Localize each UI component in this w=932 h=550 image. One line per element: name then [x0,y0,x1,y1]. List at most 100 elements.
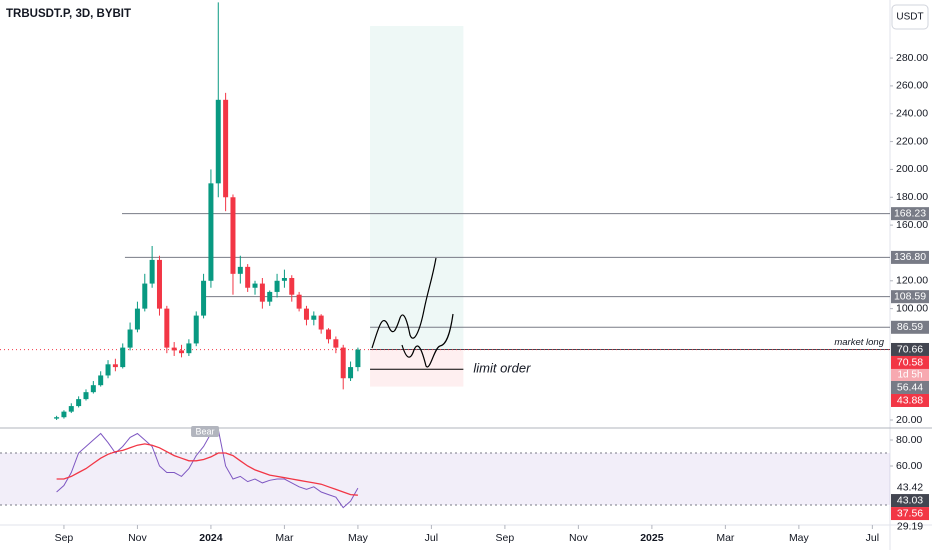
candle-body [296,294,302,309]
y-tick-label: 240.00 [896,108,928,120]
currency-button[interactable] [891,4,929,30]
price-tag [891,355,929,369]
candle-body [326,329,332,340]
countdown-tag [891,368,929,381]
price-tag-label: 70.66 [897,343,923,355]
y-tick-label: 220.00 [896,135,928,147]
candle-body [259,283,265,302]
y-tick-label: 280.00 [896,52,928,64]
value-tag-label: 29.19 [897,520,923,532]
candle-body [179,350,185,354]
price-tag [891,207,929,221]
value-tag-label: 37.56 [897,507,923,519]
candle-body [98,375,104,386]
x-tick-label: Nov [569,532,588,544]
y-tick-label: 260.00 [896,80,928,92]
candle-body [134,308,140,330]
candle-body [186,343,192,354]
x-tick-label: Jul [425,532,438,544]
limit-order-text: limit order [473,361,531,376]
price-tag-label: 168.23 [894,207,926,219]
value-tag-label: 43.03 [897,494,923,506]
divergence-label: Bear [196,426,215,436]
candle-body [76,399,82,407]
candle-body [68,406,74,412]
candle-body [355,349,361,368]
candle-body [311,315,317,320]
x-tick-label: 2024 [199,532,223,544]
x-tick-label: Jul [866,532,879,544]
candle-body [83,392,89,400]
x-tick-label: May [348,532,369,544]
x-tick-label: 2025 [640,532,664,544]
currency-label[interactable]: USDT [896,12,923,23]
divergence-tag [191,426,220,437]
candle-body [230,197,236,274]
x-tick-label: May [789,532,810,544]
candle-body [120,347,126,368]
candle-body [105,364,111,376]
candle-body [112,364,118,368]
y-tick-label: 60.00 [896,460,922,472]
candle-body [90,385,96,393]
candle-body [281,278,287,281]
candle-body [54,417,60,419]
candle-body [223,99,229,198]
candle-body [274,280,280,292]
rsi-line [56,443,358,496]
value-tag [891,507,929,521]
candle-body [171,347,177,351]
y-tick-label: 120.00 [896,275,928,287]
y-tick-label: 100.00 [896,302,928,314]
price-tag-label: 86.59 [897,321,923,333]
candle-body [303,308,309,320]
price-tag [891,250,929,264]
x-tick-label: Nov [128,532,147,544]
candle-body [201,280,207,316]
x-tick-label: Sep [55,532,74,544]
y-tick-label: 180.00 [896,191,928,203]
y-tick-label: 160.00 [896,219,928,231]
symbol-title: TRBUSDT.P, 3D, BYBIT [6,8,131,20]
price-tag [891,393,929,407]
sketch-path [401,313,454,368]
candle-body [164,308,170,348]
price-tag [891,380,929,394]
candle-body [156,259,162,309]
value-tag [891,494,929,508]
value-tag-label: 43.42 [897,481,923,493]
price-tag [891,342,929,356]
countdown-label: 1d 5h [897,370,922,381]
price-tag-label: 56.44 [897,381,923,393]
candle-body [348,367,354,379]
x-tick-label: Mar [275,532,294,544]
target-zone [370,26,464,350]
candle-body [318,315,324,330]
price-tag-label: 136.80 [894,251,926,263]
entry-name: market long [834,337,884,348]
candle-body [245,266,251,288]
price-tag-label: 108.59 [894,290,926,302]
price-tag [891,320,929,334]
candle-body [61,411,67,418]
stop-zone [370,349,464,387]
price-tag-label: 70.58 [897,356,923,368]
candle-body [142,283,148,309]
candle-body [333,339,339,348]
candle-body [252,283,258,288]
price-tag-label: 43.88 [897,394,923,406]
candle-body [237,266,243,274]
candle-body [193,315,199,344]
y-tick-label: 20.00 [896,414,922,426]
candle-body [289,278,295,295]
rsi-line [56,428,359,509]
y-tick-label: 80.00 [896,434,922,446]
candle-body [149,259,155,284]
x-tick-label: Mar [716,532,735,544]
candle-body [127,329,133,348]
candle-body [208,183,214,281]
rsi-band [0,453,890,506]
sketch-path [371,257,437,349]
